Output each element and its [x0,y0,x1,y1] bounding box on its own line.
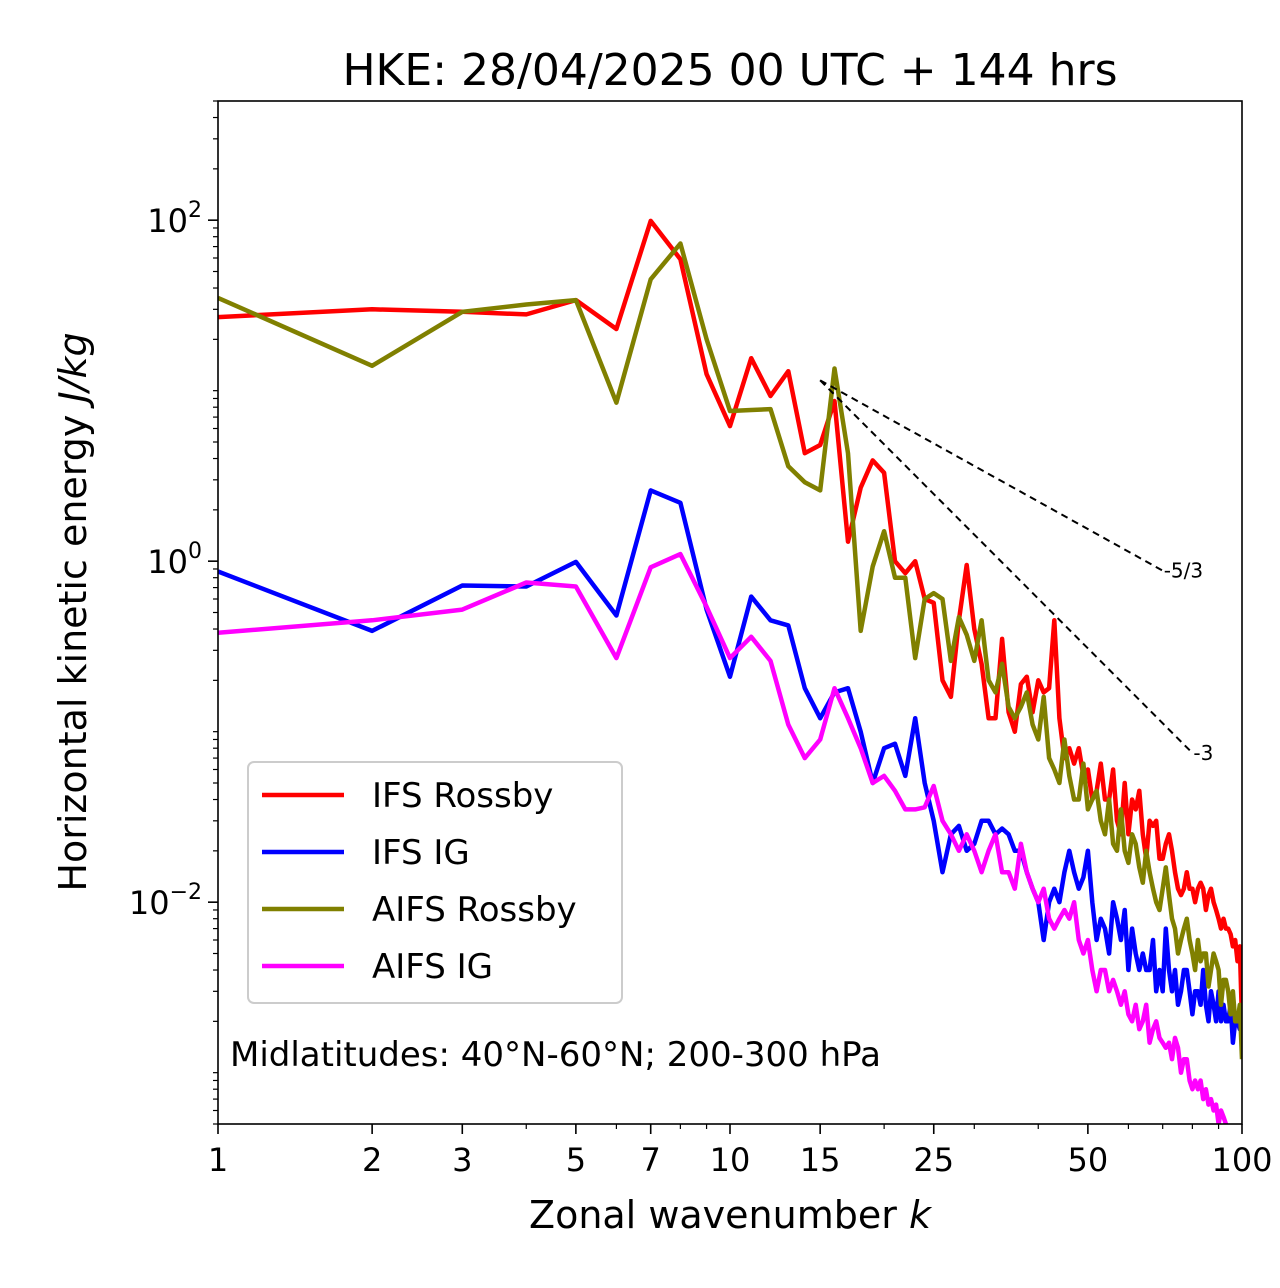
x-axis-label: Zonal wavenumber k [529,1193,933,1237]
legend-label-0: IFS Rossby [372,776,553,816]
legend-label-1: IFS IG [372,833,470,873]
x-tick-label-1: 2 [362,1141,382,1179]
reference-label-1: -3 [1193,741,1213,765]
reference-label-0: -5/3 [1164,559,1203,583]
x-tick-label-6: 15 [800,1141,841,1179]
series-layer [218,218,1242,1124]
x-axis-label-var: k [909,1193,933,1237]
y-tick-label-1: 100 [147,539,202,581]
tick-layer: 1 2 3 5 7 10 15 25 50 100 102 100 10−2 [129,100,1273,1179]
x-tick-label-8: 50 [1068,1141,1109,1179]
x-tick-label-2: 3 [452,1141,472,1179]
series-line-3 [218,551,1229,1124]
x-tick-label-7: 25 [913,1141,954,1179]
chart-title: HKE: 28/04/2025 00 UTC + 144 hrs [342,45,1117,96]
region-annotation: Midlatitudes: 40°N-60°N; 200-300 hPa [230,1035,881,1075]
y-axis-label-main: Horizontal kinetic energy [51,403,95,892]
y-tick-label-2: 10−2 [129,880,202,922]
legend-label-3: AIFS IG [372,947,493,987]
x-tick-label-0: 1 [208,1141,228,1179]
reference-lines: -5/3 -3 [819,379,1213,765]
legend: IFS Rossby IFS IG AIFS Rossby AIFS IG [247,761,623,1004]
x-tick-label-5: 10 [710,1141,751,1179]
legend-label-2: AIFS Rossby [372,890,577,930]
y-tick-label-0: 102 [147,198,202,240]
legend-box [247,761,623,1004]
x-tick-label-9: 100 [1211,1141,1272,1179]
x-axis-label-main: Zonal wavenumber [529,1193,909,1237]
y-axis-label: Horizontal kinetic energy J/kg [51,332,95,891]
y-axis-label-unit: J/kg [51,332,95,409]
series-line-1 [218,488,1242,1045]
x-tick-label-4: 7 [641,1141,661,1179]
reference-line-0 [819,379,1164,572]
series-line-2 [218,241,1242,1060]
x-tick-label-3: 5 [566,1141,586,1179]
reference-line-1 [819,379,1194,754]
